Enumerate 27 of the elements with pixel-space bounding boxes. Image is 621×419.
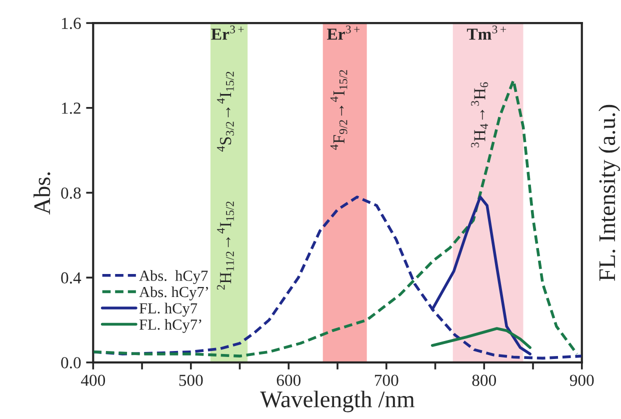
annotation: $^{4}$S$_{3/2}$→$^{4}$I$_{15/2}$	[216, 72, 234, 152]
line-series	[93, 196, 582, 360]
y2-axis-title: FL. Intensity (a.u.)	[598, 104, 620, 281]
x-tick-label: 600	[276, 374, 301, 386]
annotation: $^{4}$F$_{9/2}$→$^{4}$I$_{15/2}$	[330, 70, 348, 150]
line-series	[430, 327, 532, 349]
band-label: Er$^{3+}$	[211, 26, 244, 40]
y-tick-label: 1.6	[62, 18, 81, 30]
legend-label: FL. hCy7	[139, 302, 198, 317]
y-tick-label: 0.8	[61, 187, 81, 199]
y-tick-label: 0.4	[61, 272, 82, 284]
annotation: $^{3}$H$_{4}$→$^{3}$H$_{6}$	[471, 82, 488, 148]
band-label: Er$^{3+}$	[327, 26, 360, 40]
x-tick-label: 500	[179, 374, 203, 386]
x-tick-label: 900	[570, 374, 594, 386]
legend-label: Abs. hCy7	[139, 270, 208, 284]
annotation: $^{2}$H$_{11/2}$→$^{4}$I$_{15/2}$	[216, 202, 234, 290]
y-tick-label: 0.0	[61, 357, 81, 368]
x-tick-label: 400	[80, 374, 106, 386]
legend-label: Abs. hCy7’	[139, 286, 208, 300]
band-label: Tm$^{3+}$	[466, 26, 506, 40]
x-tick-label: 700	[374, 374, 398, 386]
x-axis-title: Wavelength /nm	[260, 390, 415, 412]
legend-label: FL. hCy7’	[139, 319, 202, 333]
y-axis-title: Abs.	[34, 172, 50, 214]
y-tick-label: 1.2	[62, 102, 80, 114]
x-tick-label: 800	[472, 374, 496, 386]
